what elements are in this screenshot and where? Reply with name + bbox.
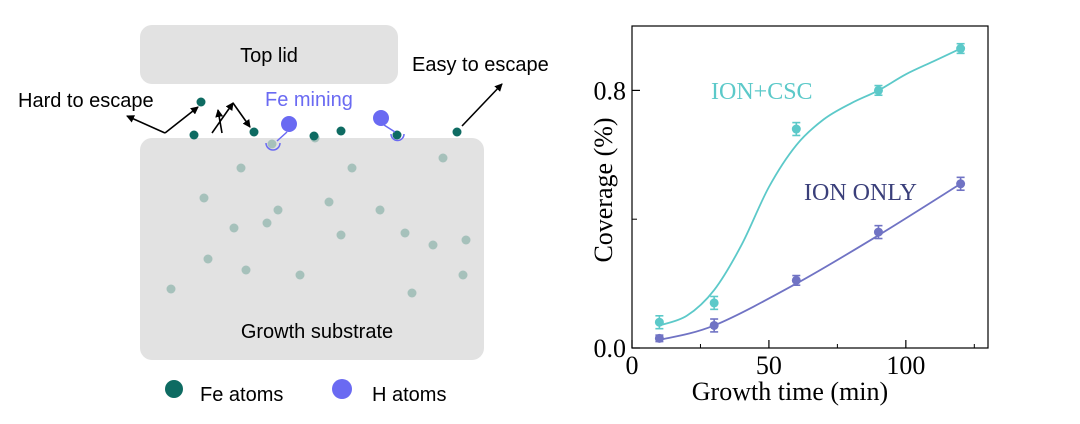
bulk-fe-atom — [241, 265, 251, 275]
surface-fe-atom — [452, 127, 462, 137]
escape-arrows — [126, 83, 503, 134]
x-tick-label: 0 — [626, 351, 639, 380]
data-point — [709, 320, 719, 330]
bulk-fe-atom — [428, 240, 438, 250]
data-point — [873, 85, 883, 95]
data-point — [654, 317, 664, 327]
bulk-fe-atom — [203, 254, 213, 264]
bulk-fe-atom — [229, 223, 239, 233]
h-atoms-legend-label: H atoms — [372, 384, 446, 406]
bulk-fe-atom — [400, 228, 410, 238]
h-bond-line — [276, 131, 288, 142]
arrow — [461, 83, 503, 127]
bulk-fe-atom — [267, 139, 277, 149]
surface-fe-atom — [189, 130, 199, 140]
bulk-fe-atom — [438, 153, 448, 163]
escaping-fe-atom — [196, 97, 206, 107]
fit-curve-ion-only — [659, 183, 962, 341]
growth-substrate-block — [140, 138, 484, 360]
arrow — [215, 109, 224, 134]
bulk-fe-atom — [273, 205, 283, 215]
arrow — [126, 115, 166, 134]
bulk-fe-atom — [262, 218, 272, 228]
bulk-fe-atom — [347, 163, 357, 173]
y-tick-label: 0.8 — [594, 76, 627, 105]
series-label-ion-csc: ION+CSC — [711, 79, 813, 105]
series-label-ion-only: ION ONLY — [804, 180, 917, 206]
top-lid-label: Top lid — [240, 45, 298, 67]
x-tick-label: 100 — [886, 351, 925, 380]
surface-fe-atom — [336, 126, 346, 136]
data-point — [956, 179, 966, 189]
bulk-fe-atom — [166, 284, 176, 294]
data-point — [791, 275, 801, 285]
bulk-fe-atom — [324, 197, 334, 207]
data-point — [654, 333, 664, 343]
h-bond-arc — [390, 133, 405, 142]
axis-ticks: 0 50 100 0.0 0.8 — [594, 76, 975, 380]
growth-substrate-label: Growth substrate — [241, 321, 393, 343]
fe-mining-label: Fe mining — [265, 89, 353, 111]
bulk-fe-atom — [407, 288, 417, 298]
arrow — [211, 102, 234, 134]
fe-atoms-legend-label: Fe atoms — [200, 384, 283, 406]
h-bond-arc — [265, 142, 281, 151]
plot-frame — [631, 25, 989, 349]
data-point — [956, 44, 966, 54]
surface-fe-atom — [249, 127, 259, 137]
data-point — [791, 124, 801, 134]
data-points — [654, 42, 966, 343]
bulk-fe-atom — [295, 270, 305, 280]
easy-to-escape-label: Easy to escape — [412, 54, 549, 76]
coverage-chart: 0 50 100 0.0 0.8 Growth time (min) Coverage … — [589, 25, 989, 406]
arrow — [164, 106, 199, 134]
x-axis-label: Growth time (min) — [692, 377, 888, 406]
hard-to-escape-label: Hard to escape — [18, 90, 154, 112]
arrow — [232, 102, 251, 128]
h-atom — [373, 110, 389, 126]
h-atom-legend-marker — [332, 379, 352, 399]
schematic-legend: Fe atoms H atoms — [165, 379, 446, 406]
h-bond-line — [383, 124, 396, 133]
x-tick-label: 50 — [756, 351, 782, 380]
h-atom — [281, 116, 297, 132]
data-point — [873, 227, 883, 237]
bulk-fe-atom — [236, 163, 246, 173]
h-atoms — [265, 110, 405, 151]
data-point — [709, 298, 719, 308]
bulk-fe-atom — [461, 235, 471, 245]
surface-fe-atom — [392, 130, 402, 140]
growth-schematic: Top lid Growth substrate — [18, 25, 549, 406]
y-axis-label: Coverage (%) — [589, 117, 618, 262]
bulk-fe-atom — [458, 270, 468, 280]
bulk-fe-atom — [375, 205, 385, 215]
fit-curve-ion-csc — [659, 47, 961, 327]
bulk-fe-atom — [336, 230, 346, 240]
surface-fe-atom — [309, 131, 319, 141]
fe-atom-legend-marker — [165, 380, 183, 398]
surface-fe-atoms — [189, 97, 462, 141]
top-lid-block — [140, 25, 398, 84]
bulk-fe-atom — [199, 193, 209, 203]
y-tick-label: 0.0 — [594, 334, 627, 363]
